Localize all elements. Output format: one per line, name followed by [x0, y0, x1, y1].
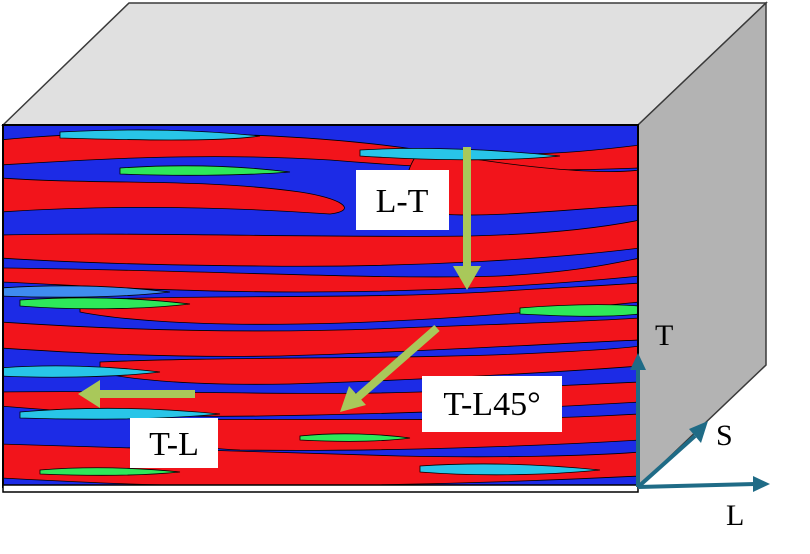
ebsd-orientation-map: [3, 125, 638, 487]
grain-band: [3, 258, 638, 293]
label-tl: T-L: [130, 418, 218, 468]
grain-band: [419, 463, 601, 476]
label-tl45: T-L45°: [422, 376, 562, 432]
tl-direction-arrow: [78, 380, 195, 408]
label-lt: L-T: [356, 170, 449, 230]
grain-band: [39, 467, 181, 476]
grain-band: [519, 304, 638, 317]
grain-band: [3, 177, 345, 215]
label-lt-text: L-T: [376, 183, 429, 220]
axis-label-t: T: [655, 319, 673, 352]
label-tl-text: T-L: [149, 426, 199, 463]
grain-band: [119, 165, 291, 176]
grain-band: [3, 365, 161, 378]
grain-band: [99, 345, 638, 385]
label-tl45-text: T-L45°: [443, 386, 540, 423]
grain-band: [299, 433, 411, 442]
grain-band: [59, 129, 261, 141]
block-top-face: [1, 2, 768, 126]
coordinate-axes: [630, 353, 770, 492]
grain-band: [3, 285, 171, 298]
grain-band: [19, 407, 221, 420]
grain-band: [79, 282, 638, 325]
grain-band: [3, 219, 638, 267]
map-bottom-strip: [2, 484, 639, 493]
grain-band: [3, 317, 638, 357]
grain-band: [359, 147, 561, 161]
tl45-direction-arrow: [340, 324, 440, 412]
axis-label-l: L: [726, 499, 744, 532]
grain-band: [19, 297, 191, 310]
lt-direction-arrow: [453, 147, 481, 290]
axis-label-s: S: [716, 419, 733, 452]
